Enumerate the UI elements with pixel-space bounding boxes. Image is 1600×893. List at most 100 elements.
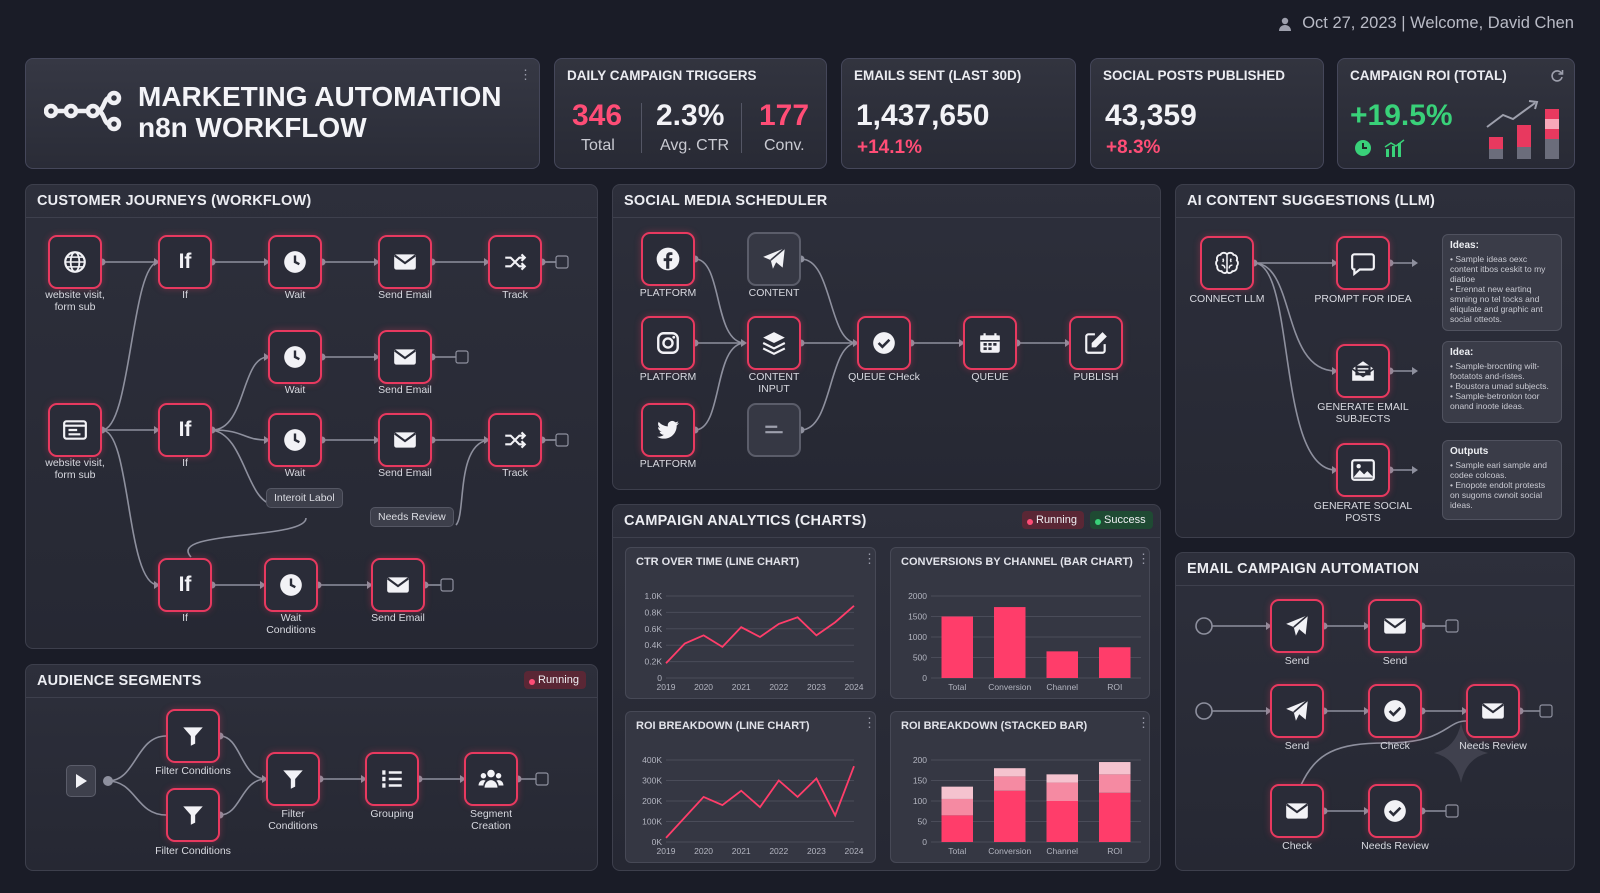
draft-node[interactable]: [747, 403, 801, 457]
bar-segment: [941, 815, 973, 842]
send-node-1[interactable]: [1270, 599, 1324, 653]
x-tick-label: 2024: [845, 682, 864, 692]
clock-icon: [284, 346, 306, 368]
if-node-2[interactable]: If: [158, 403, 212, 457]
queue-node[interactable]: [963, 316, 1017, 370]
filter-node-2[interactable]: [166, 788, 220, 842]
kpi-title: SOCIAL POSTS PUBLISHED: [1103, 68, 1286, 83]
content-input-node[interactable]: [747, 316, 801, 370]
prompt-for-idea-node[interactable]: [1336, 236, 1390, 290]
check-label: Check: [1282, 840, 1312, 852]
x-tick-label: Conversion: [988, 682, 1031, 692]
card-title: Outputs: [1450, 446, 1489, 457]
track-node-2[interactable]: [488, 413, 542, 467]
needs-review-node-2[interactable]: [1368, 784, 1422, 838]
clock-icon: [284, 429, 306, 451]
twitter-platform-node[interactable]: [641, 403, 695, 457]
trigger-node-2[interactable]: [48, 403, 102, 457]
bar-segment: [994, 776, 1026, 791]
send-email-node[interactable]: [1368, 599, 1422, 653]
chart-menu-icon[interactable]: ⋮: [1137, 551, 1150, 566]
content-node[interactable]: [747, 232, 801, 286]
x-tick-label: 2022: [769, 682, 788, 692]
send-email-node-4[interactable]: [371, 558, 425, 612]
check-node-2[interactable]: [1270, 784, 1324, 838]
filter-node-1[interactable]: [166, 709, 220, 763]
connect-llm-label: CONNECT LLM: [1189, 293, 1265, 305]
send-label: Send: [1382, 655, 1408, 667]
if-node-1[interactable]: If: [158, 235, 212, 289]
filter-icon: [183, 727, 203, 746]
audience-connections: [103, 732, 549, 819]
user-icon[interactable]: [1278, 17, 1292, 31]
panel-title: CUSTOMER JOURNEYS (WORKFLOW): [37, 193, 312, 209]
wait-node-1[interactable]: [268, 235, 322, 289]
start-trigger-button[interactable]: [66, 765, 96, 797]
publish-node[interactable]: [1069, 316, 1123, 370]
if-node-3[interactable]: If: [158, 558, 212, 612]
filter-label: Filter Conditions: [155, 845, 231, 857]
generate-email-subjects-node[interactable]: [1336, 344, 1390, 398]
title-divider: [613, 537, 1160, 538]
emails-value: 1,437,650: [856, 99, 990, 132]
n8n-logo-icon: [44, 90, 122, 132]
play-icon: [76, 774, 87, 788]
generate-social-posts-node[interactable]: [1336, 443, 1390, 497]
send-email-label: Send Email: [378, 289, 432, 301]
track-node-1[interactable]: [488, 235, 542, 289]
content-label: CONTENT: [748, 287, 800, 299]
instagram-platform-node[interactable]: [641, 316, 695, 370]
connect-llm-node[interactable]: [1200, 236, 1254, 290]
send-label: Send: [1284, 740, 1310, 752]
card-item: • Sample eari sample and codee colcoas.: [1450, 460, 1547, 480]
y-tick-label: 0: [922, 837, 927, 847]
send-node-2[interactable]: [1270, 684, 1324, 738]
refresh-icon[interactable]: [1550, 69, 1564, 83]
needs-review-tag[interactable]: Needs Review: [370, 507, 454, 527]
grouping-node[interactable]: [365, 752, 419, 806]
platform-label: PLATFORM: [639, 287, 697, 299]
y-tick-label: 1500: [908, 612, 927, 622]
top-bar: Oct 27, 2023 | Welcome, David Chen: [1278, 14, 1574, 33]
wait-conditions-node[interactable]: [264, 558, 318, 612]
send-email-node-1[interactable]: [378, 235, 432, 289]
send-email-label: Send Email: [371, 612, 425, 624]
y-tick-label: 2000: [908, 591, 927, 601]
text-lines-icon: [765, 425, 783, 434]
needs-review-node-1[interactable]: [1466, 684, 1520, 738]
check-node-1[interactable]: [1368, 684, 1422, 738]
chart-menu-icon[interactable]: ⋮: [863, 551, 876, 566]
title-divider: [1176, 585, 1574, 586]
if-label: If: [182, 457, 188, 469]
if-icon: If: [178, 250, 192, 273]
divider: [741, 103, 742, 153]
list-numbered-icon: [382, 770, 402, 788]
segment-creation-node[interactable]: [464, 752, 518, 806]
roi-line-chart-card: ROI BREAKDOWN (LINE CHART) ⋮ 0K 100K 200K 3…: [625, 711, 876, 863]
layers-icon: [762, 332, 786, 356]
send-email-label: Send Email: [378, 384, 432, 396]
interoit-label-tag[interactable]: Interoit Labol: [266, 488, 343, 508]
y-tick-label: 500: [913, 653, 927, 663]
send-email-node-2[interactable]: [378, 330, 432, 384]
filter-node-3[interactable]: [266, 752, 320, 806]
kpi-title: DAILY CAMPAIGN TRIGGERS: [567, 68, 757, 83]
wait-node-3[interactable]: [268, 413, 322, 467]
filter-label: Filter Conditions: [268, 808, 318, 832]
chart-menu-icon[interactable]: ⋮: [863, 715, 876, 730]
title-line-2: n8n WORKFLOW: [138, 112, 367, 143]
roi-stacked-chart-card: ROI BREAKDOWN (STACKED BAR) ⋮ 0 50 100 150 2…: [890, 711, 1150, 863]
queue-check-node[interactable]: [857, 316, 911, 370]
wait-node-2[interactable]: [268, 330, 322, 384]
send-email-node-3[interactable]: [378, 413, 432, 467]
card-title: Ideas:: [1450, 240, 1479, 251]
clock-badge-icon: [1355, 140, 1371, 156]
facebook-platform-node[interactable]: [641, 232, 695, 286]
chart-menu-icon[interactable]: ⋮: [1137, 715, 1150, 730]
x-tick-label: Total: [948, 682, 966, 692]
bar: [1099, 647, 1131, 678]
filter-icon: [283, 770, 303, 789]
generate-social-label: GENERATE SOCIAL POSTS: [1313, 500, 1413, 524]
header-menu-icon[interactable]: ⋮: [519, 67, 532, 82]
trigger-node-1[interactable]: [48, 235, 102, 289]
